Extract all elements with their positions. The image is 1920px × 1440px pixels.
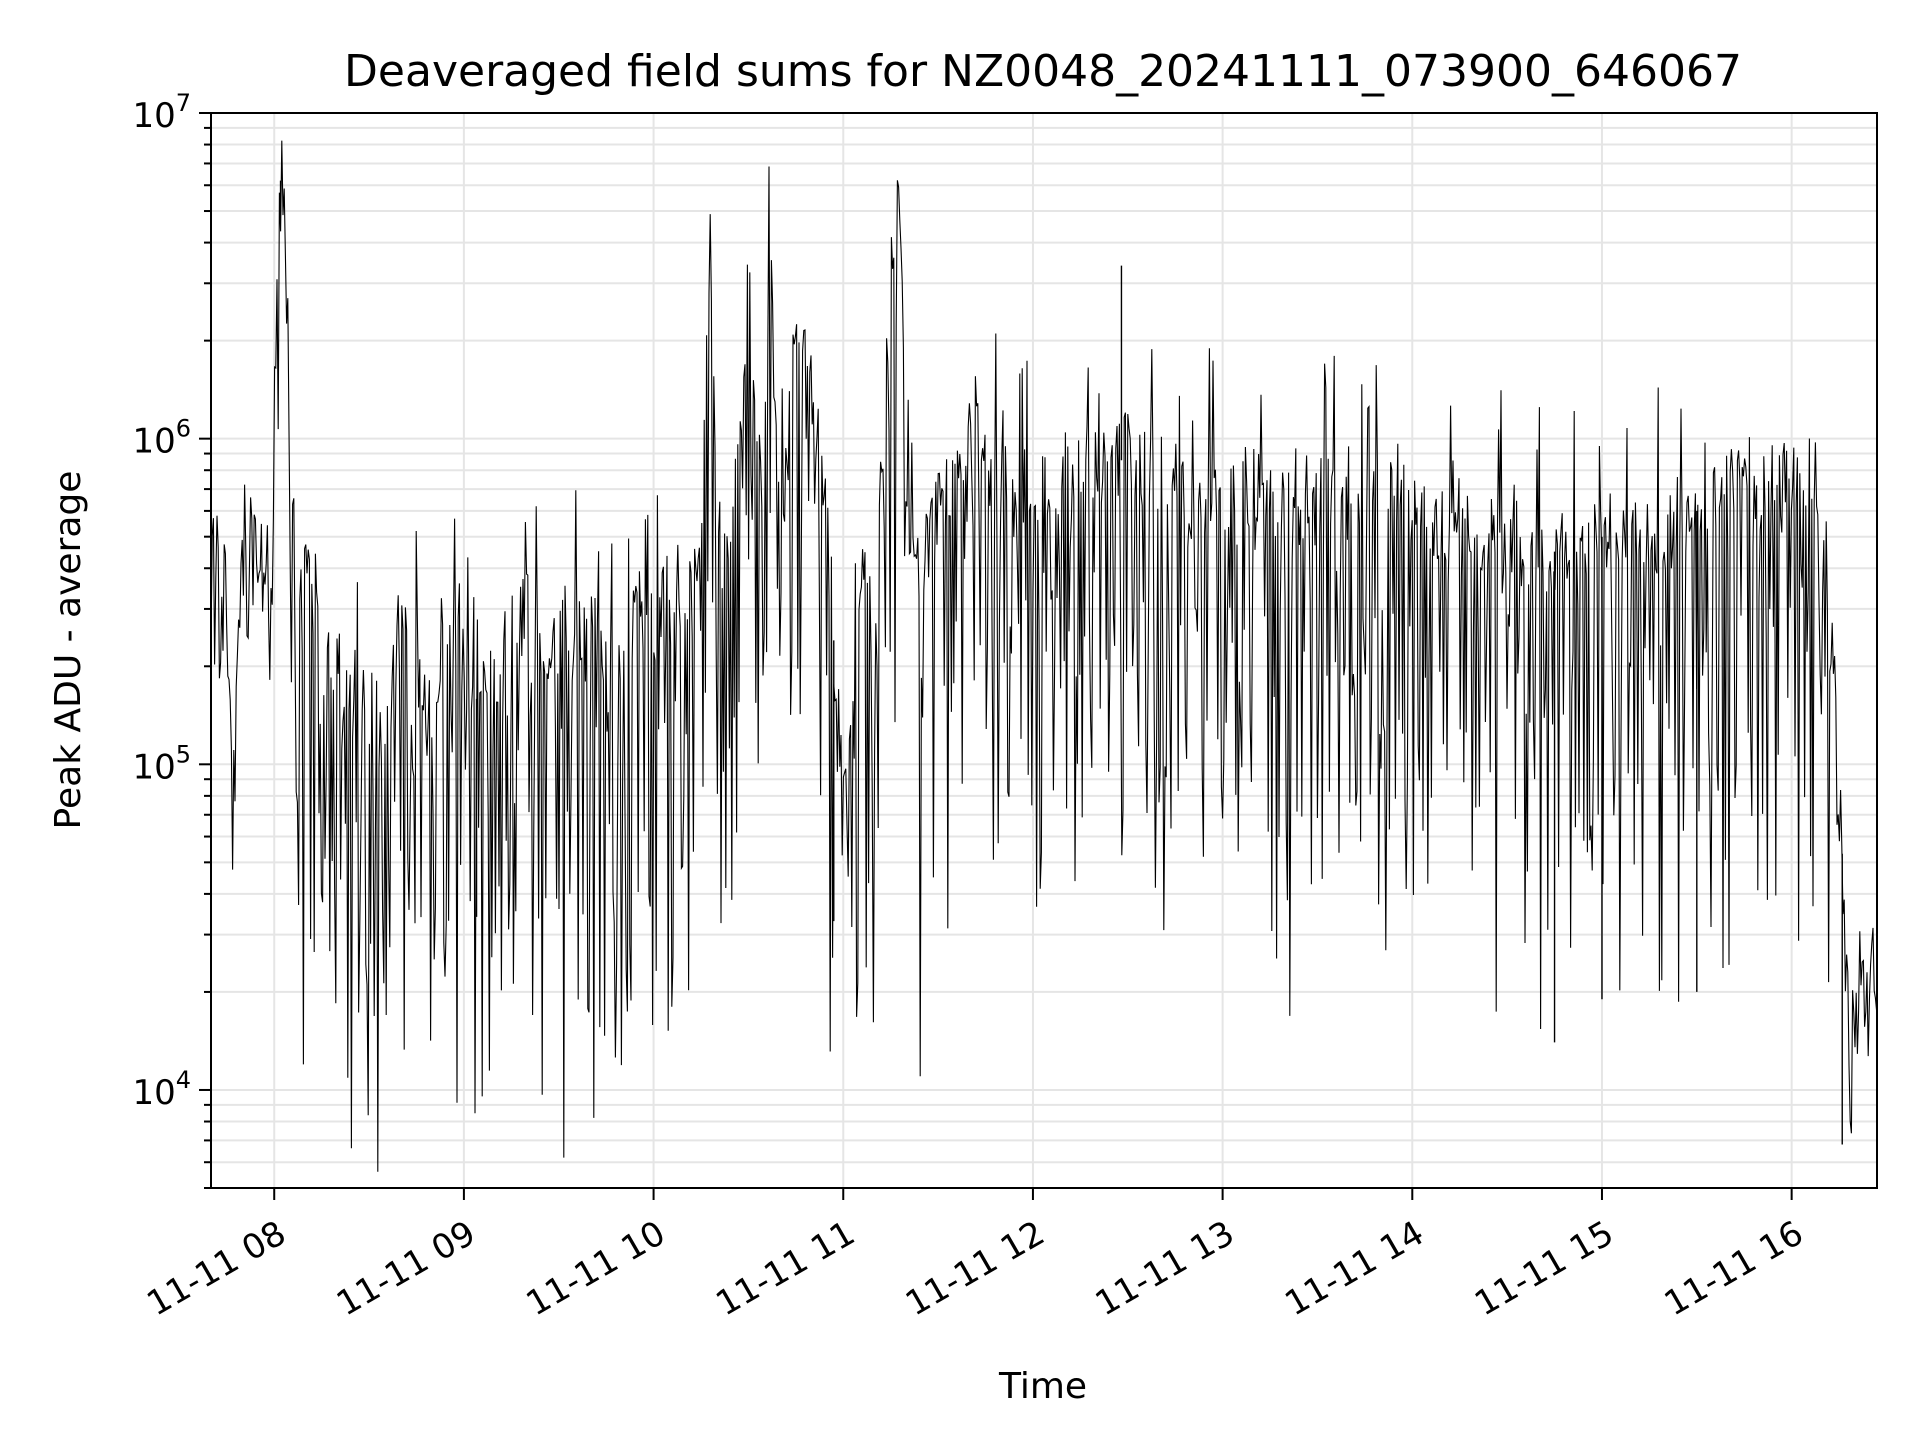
y-tick-label: 104 [132,1066,191,1113]
series-line [210,140,1878,1172]
y-tick-label: 106 [132,415,191,462]
y-tick-label: 107 [132,89,191,136]
y-axis-label: Peak ADU - average [48,471,89,830]
chart-title: Deaveraged field sums for NZ0048_2024111… [344,46,1742,97]
y-axis-ticks: 104 105 106 107 [132,89,211,1189]
plot-area-frame [210,112,1878,1189]
y-tick-label: 105 [132,740,191,787]
x-axis-label: Time [998,1366,1087,1407]
